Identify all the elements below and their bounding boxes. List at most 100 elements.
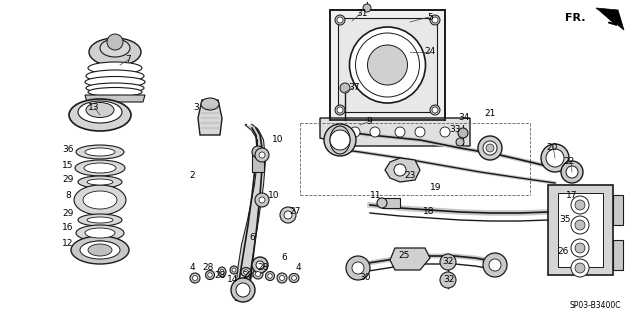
Bar <box>613 195 623 225</box>
Circle shape <box>335 105 345 115</box>
Ellipse shape <box>74 237 126 259</box>
Text: 34: 34 <box>458 114 470 122</box>
Ellipse shape <box>80 241 120 259</box>
Ellipse shape <box>78 101 122 123</box>
Text: 25: 25 <box>398 251 410 261</box>
Circle shape <box>370 127 380 137</box>
Circle shape <box>571 196 589 214</box>
Text: 20: 20 <box>547 143 557 152</box>
Text: 19: 19 <box>430 183 442 192</box>
Text: 24: 24 <box>424 48 436 56</box>
Ellipse shape <box>478 136 502 160</box>
Circle shape <box>575 220 585 230</box>
Text: 10: 10 <box>272 136 284 145</box>
Text: 2: 2 <box>189 170 195 180</box>
Ellipse shape <box>69 99 131 131</box>
Circle shape <box>350 127 360 137</box>
Text: 23: 23 <box>404 170 416 180</box>
Text: 6: 6 <box>249 233 255 241</box>
Text: 36: 36 <box>62 145 74 154</box>
Circle shape <box>340 83 350 93</box>
Circle shape <box>415 127 425 137</box>
Text: 28: 28 <box>257 263 269 272</box>
Circle shape <box>363 4 371 12</box>
Bar <box>252 152 264 172</box>
Ellipse shape <box>86 102 114 117</box>
Ellipse shape <box>78 176 122 188</box>
Text: 35: 35 <box>559 216 571 225</box>
Text: 27: 27 <box>289 206 301 216</box>
Circle shape <box>395 127 405 137</box>
Circle shape <box>575 243 585 253</box>
Ellipse shape <box>280 276 285 280</box>
Text: 12: 12 <box>62 239 74 248</box>
Ellipse shape <box>232 268 236 272</box>
Circle shape <box>456 138 464 146</box>
Ellipse shape <box>76 145 124 159</box>
Ellipse shape <box>75 160 125 176</box>
Circle shape <box>458 128 468 138</box>
Circle shape <box>352 262 364 274</box>
Text: 32: 32 <box>442 257 454 266</box>
Circle shape <box>430 15 440 25</box>
Text: 10: 10 <box>268 191 280 201</box>
Ellipse shape <box>230 266 238 274</box>
Ellipse shape <box>85 228 115 238</box>
Circle shape <box>430 105 440 115</box>
Polygon shape <box>236 125 265 300</box>
Ellipse shape <box>100 39 130 57</box>
Text: 8: 8 <box>65 191 71 201</box>
Text: 31: 31 <box>356 10 368 19</box>
Circle shape <box>367 45 408 85</box>
Text: 4: 4 <box>295 263 301 272</box>
Text: 18: 18 <box>423 207 435 217</box>
Ellipse shape <box>241 268 251 277</box>
Ellipse shape <box>88 87 142 97</box>
Text: 4: 4 <box>189 263 195 272</box>
Ellipse shape <box>71 236 129 264</box>
Text: 5: 5 <box>427 13 433 23</box>
Circle shape <box>107 34 123 50</box>
Circle shape <box>571 239 589 257</box>
Circle shape <box>324 124 356 156</box>
Ellipse shape <box>377 198 387 208</box>
Circle shape <box>335 15 345 25</box>
Text: 28: 28 <box>202 263 214 272</box>
Circle shape <box>571 259 589 277</box>
Text: 37: 37 <box>348 84 360 93</box>
Ellipse shape <box>89 38 141 66</box>
Circle shape <box>346 256 370 280</box>
Circle shape <box>255 148 269 162</box>
Circle shape <box>284 211 292 219</box>
Ellipse shape <box>561 161 583 183</box>
Ellipse shape <box>88 244 112 256</box>
Polygon shape <box>390 248 430 270</box>
Circle shape <box>259 197 265 203</box>
Polygon shape <box>330 10 445 120</box>
Ellipse shape <box>88 62 142 74</box>
Circle shape <box>575 263 585 273</box>
Circle shape <box>255 193 269 207</box>
Ellipse shape <box>190 273 200 283</box>
Circle shape <box>483 253 507 277</box>
Circle shape <box>432 107 438 113</box>
Ellipse shape <box>76 225 124 241</box>
Ellipse shape <box>255 271 260 277</box>
Ellipse shape <box>208 273 212 277</box>
Ellipse shape <box>193 276 198 280</box>
Ellipse shape <box>483 141 497 155</box>
Circle shape <box>330 130 350 150</box>
Text: 6: 6 <box>281 254 287 263</box>
Polygon shape <box>198 100 222 135</box>
Ellipse shape <box>87 217 113 223</box>
Text: 32: 32 <box>444 276 454 285</box>
Ellipse shape <box>291 276 296 280</box>
Circle shape <box>280 207 296 223</box>
Ellipse shape <box>86 83 144 93</box>
Ellipse shape <box>82 241 118 255</box>
Ellipse shape <box>85 148 115 156</box>
Ellipse shape <box>78 214 122 226</box>
Circle shape <box>259 152 265 158</box>
Polygon shape <box>596 8 624 30</box>
Ellipse shape <box>83 191 117 209</box>
